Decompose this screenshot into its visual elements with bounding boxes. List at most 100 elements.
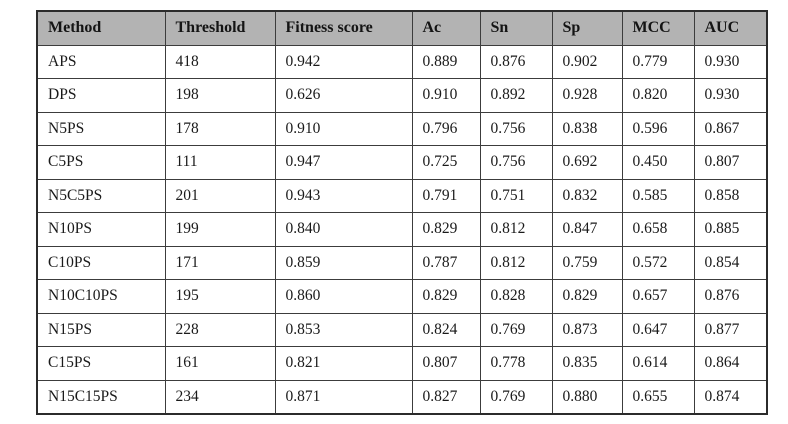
method-cell: N15PS — [36, 312, 166, 347]
value-cell: 0.885 — [693, 212, 768, 247]
column-header-auc: AUC — [693, 10, 768, 46]
value-cell: 0.829 — [411, 212, 481, 247]
value-cell: 0.626 — [274, 78, 413, 113]
value-cell: 0.867 — [693, 111, 768, 146]
value-cell: 0.928 — [551, 78, 623, 113]
value-cell: 0.880 — [551, 379, 623, 414]
value-cell: 0.751 — [479, 178, 553, 213]
value-cell: 418 — [164, 44, 276, 79]
value-cell: 0.876 — [479, 44, 553, 79]
value-cell: 0.942 — [274, 44, 413, 79]
value-cell: 0.812 — [479, 212, 553, 247]
value-cell: 0.871 — [274, 379, 413, 414]
value-cell: 0.892 — [479, 78, 553, 113]
value-cell: 0.829 — [411, 279, 481, 314]
value-cell: 0.756 — [479, 111, 553, 146]
value-cell: 0.930 — [693, 78, 768, 113]
results-table: Method Threshold Fitness score Ac Sn Sp MCC AUC… — [36, 10, 768, 415]
value-cell: 0.876 — [693, 279, 768, 314]
value-cell: 0.947 — [274, 145, 413, 180]
value-cell: 0.832 — [551, 178, 623, 213]
column-header-sn: Sn — [479, 10, 553, 46]
value-cell: 0.835 — [551, 346, 623, 381]
column-header-mcc: MCC — [621, 10, 695, 46]
value-cell: 0.943 — [274, 178, 413, 213]
value-cell: 0.725 — [411, 145, 481, 180]
value-cell: 0.930 — [693, 44, 768, 79]
value-cell: 0.796 — [411, 111, 481, 146]
value-cell: 199 — [164, 212, 276, 247]
value-cell: 171 — [164, 245, 276, 280]
method-cell: N10PS — [36, 212, 166, 247]
value-cell: 0.779 — [621, 44, 695, 79]
method-cell: C5PS — [36, 145, 166, 180]
value-cell: 0.840 — [274, 212, 413, 247]
value-cell: 0.769 — [479, 312, 553, 347]
value-cell: 0.828 — [479, 279, 553, 314]
method-cell: N5C5PS — [36, 178, 166, 213]
value-cell: 0.858 — [693, 178, 768, 213]
column-header-ac: Ac — [411, 10, 481, 46]
value-cell: 195 — [164, 279, 276, 314]
value-cell: 0.778 — [479, 346, 553, 381]
value-cell: 111 — [164, 145, 276, 180]
table-row: C10PS 171 0.859 0.787 0.812 0.759 0.572 0.854 — [36, 245, 768, 280]
table-row: C15PS 161 0.821 0.807 0.778 0.835 0.614 0.864 — [36, 346, 768, 381]
value-cell: 0.585 — [621, 178, 695, 213]
value-cell: 0.873 — [551, 312, 623, 347]
value-cell: 0.572 — [621, 245, 695, 280]
table-body: APS 418 0.942 0.889 0.876 0.902 0.779 0.930 DPS 1… — [36, 44, 768, 414]
method-cell: N15C15PS — [36, 379, 166, 414]
method-cell: APS — [36, 44, 166, 79]
table-row: N10C10PS 195 0.860 0.829 0.828 0.829 0.657 0.87… — [36, 279, 768, 314]
value-cell: 178 — [164, 111, 276, 146]
value-cell: 0.820 — [621, 78, 695, 113]
value-cell: 0.902 — [551, 44, 623, 79]
table-row: N5PS 178 0.910 0.796 0.756 0.838 0.596 0.867 — [36, 111, 768, 146]
value-cell: 0.821 — [274, 346, 413, 381]
value-cell: 0.877 — [693, 312, 768, 347]
column-header-fitness-score: Fitness score — [274, 10, 413, 46]
value-cell: 0.596 — [621, 111, 695, 146]
column-header-threshold: Threshold — [164, 10, 276, 46]
value-cell: 0.860 — [274, 279, 413, 314]
table-row: N15PS 228 0.853 0.824 0.769 0.873 0.647 0.877 — [36, 312, 768, 347]
value-cell: 0.812 — [479, 245, 553, 280]
value-cell: 0.864 — [693, 346, 768, 381]
value-cell: 0.791 — [411, 178, 481, 213]
table-row: DPS 198 0.626 0.910 0.892 0.928 0.820 0.930 — [36, 78, 768, 113]
value-cell: 0.874 — [693, 379, 768, 414]
value-cell: 0.657 — [621, 279, 695, 314]
value-cell: 0.647 — [621, 312, 695, 347]
value-cell: 0.756 — [479, 145, 553, 180]
value-cell: 161 — [164, 346, 276, 381]
value-cell: 0.614 — [621, 346, 695, 381]
value-cell: 0.838 — [551, 111, 623, 146]
value-cell: 0.853 — [274, 312, 413, 347]
value-cell: 0.450 — [621, 145, 695, 180]
value-cell: 228 — [164, 312, 276, 347]
value-cell: 0.759 — [551, 245, 623, 280]
value-cell: 0.910 — [274, 111, 413, 146]
column-header-sp: Sp — [551, 10, 623, 46]
value-cell: 0.769 — [479, 379, 553, 414]
table-row: N15C15PS 234 0.871 0.827 0.769 0.880 0.655 0.87… — [36, 379, 768, 414]
value-cell: 0.910 — [411, 78, 481, 113]
table-header-row: Method Threshold Fitness score Ac Sn Sp MCC AUC — [36, 10, 768, 46]
value-cell: 0.807 — [411, 346, 481, 381]
value-cell: 0.859 — [274, 245, 413, 280]
value-cell: 0.824 — [411, 312, 481, 347]
value-cell: 0.787 — [411, 245, 481, 280]
table-row: N5C5PS 201 0.943 0.791 0.751 0.832 0.585 0.858 — [36, 178, 768, 213]
value-cell: 234 — [164, 379, 276, 414]
method-cell: N5PS — [36, 111, 166, 146]
method-cell: DPS — [36, 78, 166, 113]
method-cell: N10C10PS — [36, 279, 166, 314]
table-header: Method Threshold Fitness score Ac Sn Sp MCC AUC — [36, 10, 768, 46]
value-cell: 0.854 — [693, 245, 768, 280]
table-row: N10PS 199 0.840 0.829 0.812 0.847 0.658 0.885 — [36, 212, 768, 247]
table-row: C5PS 111 0.947 0.725 0.756 0.692 0.450 0.807 — [36, 145, 768, 180]
value-cell: 0.847 — [551, 212, 623, 247]
column-header-method: Method — [36, 10, 166, 46]
